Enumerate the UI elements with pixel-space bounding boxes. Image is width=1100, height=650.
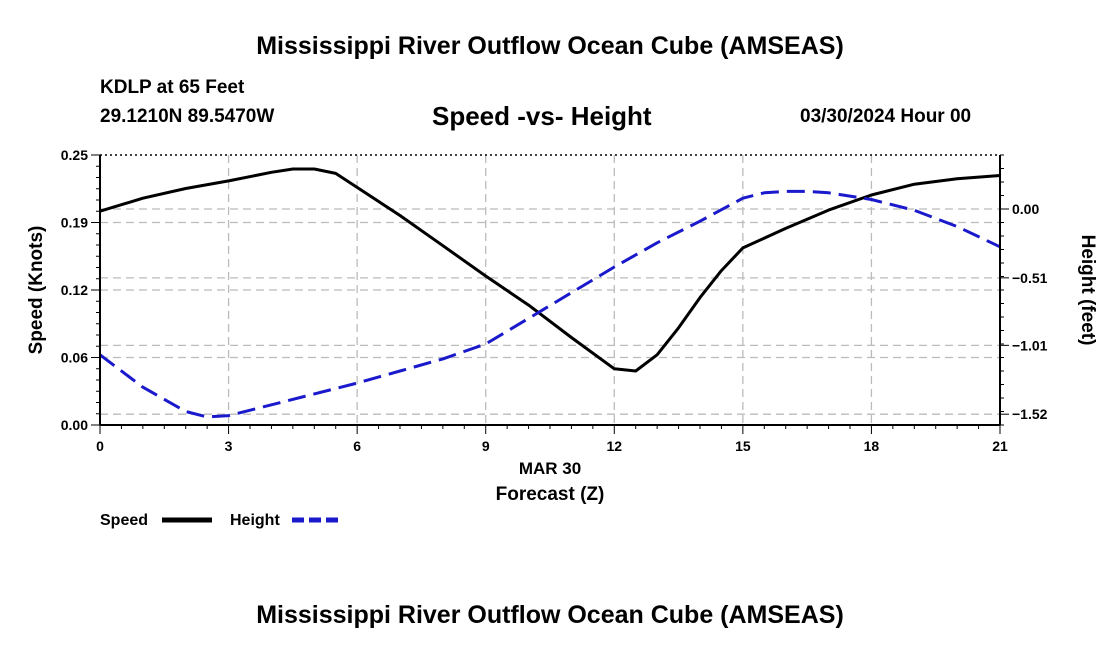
y2-tick-label: −1.01 (1012, 337, 1048, 353)
station-label: KDLP at 65 Feet (100, 77, 245, 98)
x-tick-label: 15 (735, 438, 751, 454)
y-tick-label: 0.00 (61, 417, 88, 433)
x-tick-label: 18 (864, 438, 880, 454)
y-tick-label: 0.19 (61, 215, 88, 231)
legend-height-label: Height (230, 512, 280, 529)
y-tick-label: 0.25 (61, 147, 88, 163)
y-tick-label: 0.12 (61, 282, 88, 298)
page-title: Mississippi River Outflow Ocean Cube (AM… (256, 32, 844, 60)
x-axis-label: Forecast (Z) (496, 484, 605, 505)
x-tick-label: 12 (606, 438, 622, 454)
chart-title: Speed -vs- Height (432, 101, 652, 131)
y2-axis-label: Height (feet) (1077, 235, 1098, 346)
y-tick-label: 0.06 (61, 350, 88, 366)
datetime-label: 03/30/2024 Hour 00 (800, 106, 972, 127)
coordinates-label: 29.1210N 89.5470W (100, 106, 275, 127)
footer-title: Mississippi River Outflow Ocean Cube (AM… (256, 601, 844, 629)
y2-tick-label: −1.52 (1012, 406, 1048, 422)
y2-tick-label: 0.00 (1012, 201, 1039, 217)
y2-tick-label: −0.51 (1012, 270, 1048, 286)
legend: Speed Height (100, 512, 342, 529)
x-tick-label: 9 (482, 438, 490, 454)
series-speed-line (99, 167, 1001, 373)
x-tick-label: 0 (96, 438, 104, 454)
legend-speed-label: Speed (100, 512, 148, 529)
y-axis-label: Speed (Knots) (26, 226, 47, 355)
x-tick-label: 3 (225, 438, 233, 454)
series-height-line (99, 189, 1001, 419)
x-date-label: MAR 30 (519, 459, 581, 478)
x-tick-label: 6 (353, 438, 361, 454)
x-tick-label: 21 (992, 438, 1008, 454)
